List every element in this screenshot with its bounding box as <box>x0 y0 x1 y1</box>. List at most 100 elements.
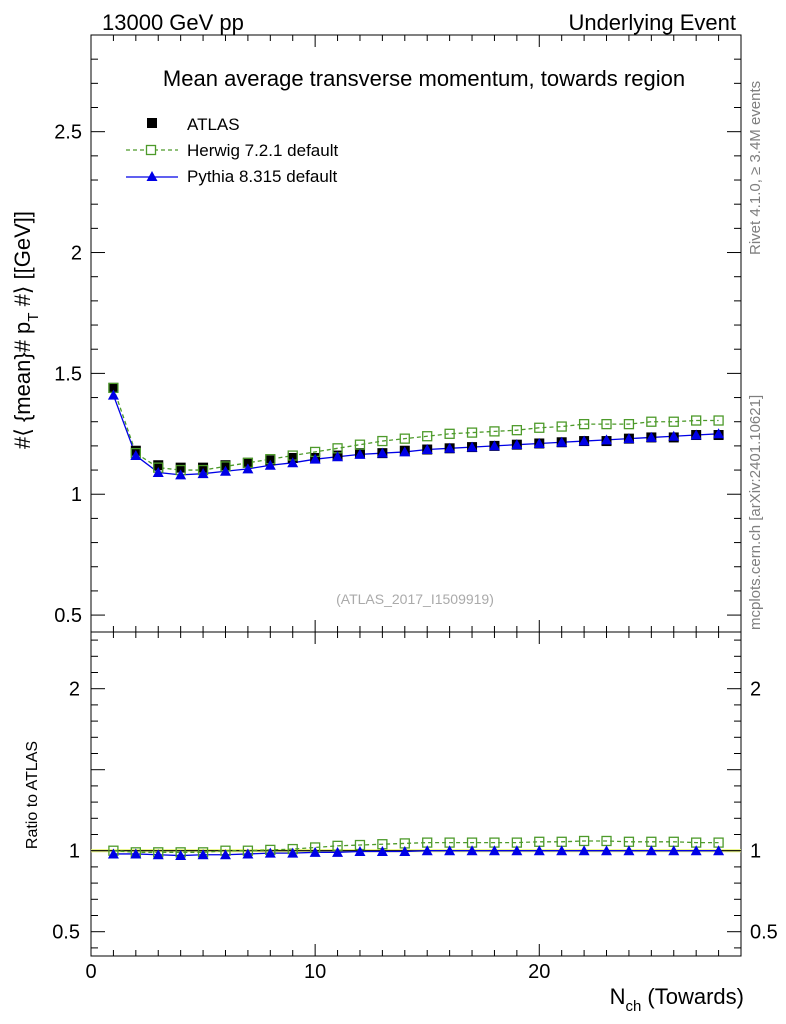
ratio-y-tick-label: 2 <box>69 679 80 701</box>
pythia-ratio-point <box>152 849 164 860</box>
pythia-point <box>309 453 321 464</box>
y-tick-label: 1.5 <box>54 363 82 385</box>
herwig-point <box>623 418 635 430</box>
pythia-ratio-point <box>399 846 411 857</box>
herwig-point <box>489 426 500 437</box>
ratio-axis-ticks: 0.5 0.5 1 1 2 2 <box>52 639 778 949</box>
herwig-point <box>668 416 679 427</box>
pythia-ratio-point <box>354 846 366 857</box>
herwig-ratio-line <box>113 840 719 853</box>
legend-pythia-marker <box>146 171 158 181</box>
pythia-ratio-point <box>488 845 500 856</box>
legend-herwig-label: Herwig 7.2.1 default <box>187 141 338 160</box>
herwig-point <box>556 421 567 432</box>
header-right: Underlying Event <box>568 10 736 35</box>
pythia-ratio-point <box>556 845 568 856</box>
header-left: 13000 GeV pp <box>102 10 244 35</box>
legend-herwig-marker <box>145 144 157 156</box>
pythia-ratio-point <box>197 849 209 860</box>
herwig-point <box>466 427 478 438</box>
x-axis-label-sub: ch <box>625 998 641 1015</box>
x-axis-label-main: N <box>610 984 626 1009</box>
pythia-ratio-point <box>668 845 680 856</box>
ratio-y-tick-label: 0.5 <box>52 922 80 944</box>
pythia-point <box>533 437 545 448</box>
pythia-ratio-point <box>287 847 299 858</box>
atlas-point <box>198 462 209 473</box>
y-tick-label: 2.5 <box>54 122 82 144</box>
main-data <box>107 382 725 480</box>
pythia-ratio-point <box>376 846 388 857</box>
pythia-point <box>242 463 254 474</box>
ratio-plot-frame <box>90 631 742 957</box>
pythia-point <box>152 466 164 477</box>
pythia-point <box>578 435 590 446</box>
main-axis-ticks: 0.5 1 1.5 2 2.5 <box>54 34 741 627</box>
legend-atlas-marker <box>147 118 157 128</box>
pythia-point <box>444 442 456 453</box>
y-tick-label: 0.5 <box>54 605 82 627</box>
x-tick-label: 20 <box>528 961 550 983</box>
pythia-ratio-point <box>309 846 321 857</box>
pythia-ratio-point <box>466 845 478 856</box>
rivet-info: Rivet 4.1.0, ≥ 3.4M events <box>747 81 764 255</box>
y-axis-label-tail: #⟩ [[GeV]] <box>10 211 35 313</box>
ratio-y-tick-label: 1 <box>69 841 80 863</box>
atlas-point <box>153 460 164 471</box>
pythia-point <box>623 433 635 444</box>
herwig-point <box>691 415 702 426</box>
atlas-point <box>220 460 231 471</box>
legend-atlas-label: ATLAS <box>187 115 240 134</box>
pythia-point <box>601 434 613 445</box>
pythia-point <box>645 431 657 442</box>
pythia-ratio-point <box>601 845 613 856</box>
y-tick-label: 2 <box>71 243 82 265</box>
pythia-point <box>511 439 523 450</box>
herwig-point <box>511 425 523 436</box>
y-axis-label-sub: T <box>25 313 42 322</box>
pythia-point <box>107 389 119 400</box>
pythia-ratio-line <box>113 850 719 857</box>
ratio-y-tick-label-right: 2 <box>750 679 761 701</box>
x-tick-label: 10 <box>304 961 326 983</box>
herwig-point <box>399 433 410 444</box>
legend-pythia-label: Pythia 8.315 default <box>187 167 338 186</box>
x-axis-label: Nch (Towards) <box>610 984 744 1015</box>
pythia-point <box>488 440 500 451</box>
herwig-point <box>534 422 545 433</box>
herwig-point <box>377 435 388 447</box>
y-axis-label: #⟨ {mean}# pT #⟩ [[GeV]] <box>10 211 42 449</box>
pythia-point <box>197 468 209 479</box>
herwig-point <box>578 418 590 430</box>
pythia-ratio-point <box>578 845 590 856</box>
pythia-ratio-point <box>107 848 119 859</box>
pythia-ratio-point <box>444 845 456 856</box>
pythia-point <box>399 446 411 457</box>
herwig-point <box>444 428 455 439</box>
atlas-point <box>242 457 253 468</box>
pythia-point <box>713 428 725 439</box>
pythia-point <box>332 451 344 462</box>
chart-title: Mean average transverse momentum, toward… <box>163 66 685 91</box>
ratio-data <box>91 835 741 861</box>
x-axis-ticks: 0 10 20 <box>85 35 742 983</box>
pythia-point <box>668 430 680 441</box>
pythia-ratio-point <box>264 847 276 858</box>
pythia-ratio-point <box>645 845 657 856</box>
pythia-point <box>466 441 478 452</box>
pythia-point <box>130 450 142 461</box>
y-tick-label: 1 <box>71 484 82 506</box>
mcplots-info: mcplots.cern.ch [arXiv:2401.10621] <box>747 395 764 630</box>
ratio-y-axis-label: Ratio to ATLAS <box>24 741 41 849</box>
pythia-ratio-point <box>421 845 433 856</box>
pythia-ratio-point <box>533 845 545 856</box>
y-axis-label-main: #⟨ {mean}# p <box>10 322 35 449</box>
herwig-point <box>601 418 612 430</box>
x-tick-label: 0 <box>85 961 96 983</box>
pythia-ratio-point <box>242 848 254 859</box>
legend: ATLAS Herwig 7.2.1 default Pythia 8.315 … <box>126 115 338 186</box>
pythia-line <box>112 394 719 476</box>
herwig-point <box>713 415 724 426</box>
pythia-ratio-point <box>219 849 231 860</box>
